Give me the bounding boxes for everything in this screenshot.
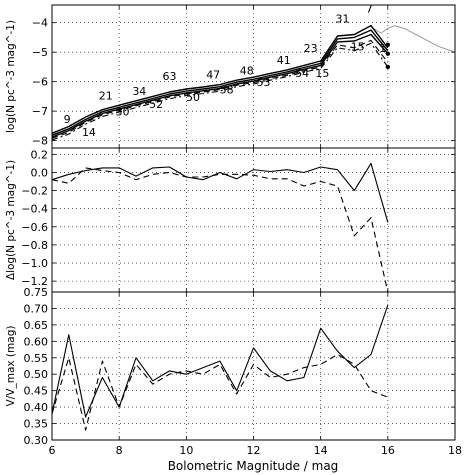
count-annotation: 15 — [315, 67, 329, 80]
y-axis-label: log(N pc^-3 mag^-1) — [5, 20, 17, 133]
series-line-grey-extension — [370, 25, 455, 53]
y-axis-label: Δlog(N pc^-3 mag^-1) — [5, 160, 17, 280]
x-tick-label: 6 — [49, 444, 56, 457]
data-marker — [385, 64, 391, 70]
series-line-solid — [52, 162, 389, 223]
count-annotation: 30 — [116, 106, 130, 119]
series-line-solid-2 — [52, 29, 389, 136]
count-annotation: 9 — [64, 113, 71, 126]
x-tick-label: 18 — [448, 444, 462, 457]
count-annotation: 1 — [379, 42, 386, 55]
y-tick-label: −0.8 — [21, 239, 48, 252]
x-tick-label: 8 — [116, 444, 123, 457]
x-tick-label: 14 — [314, 444, 328, 457]
series-line-solid — [52, 305, 389, 418]
count-annotation: 52 — [149, 98, 163, 111]
count-annotation: 23 — [304, 42, 318, 55]
series-line-dashed — [52, 353, 388, 431]
x-tick-label: 10 — [179, 444, 193, 457]
y-tick-label: −1.0 — [21, 257, 48, 270]
series-line-solid-3 — [52, 33, 389, 138]
y-tick-label: 0.50 — [24, 368, 49, 381]
x-axis: 6 8 10 12 14 16 18 — [49, 444, 463, 457]
y-tick-label: 0.30 — [24, 434, 49, 447]
count-annotation: 54 — [295, 67, 309, 80]
x-tick-label: 16 — [381, 444, 395, 457]
count-annotation: 50 — [186, 91, 200, 104]
y-tick-label: −7 — [32, 105, 48, 118]
x-tick-label: 12 — [247, 444, 261, 457]
count-annotation: 21 — [99, 89, 113, 102]
series-group — [52, 162, 389, 292]
x-axis-label: Bolometric Magnitude / mag — [168, 459, 339, 473]
count-annotation: 14 — [82, 126, 96, 139]
series-line-dashed — [52, 167, 389, 292]
data-marker — [385, 51, 391, 56]
y-tick-label: −6 — [32, 76, 48, 89]
count-annotation: 58 — [220, 83, 234, 96]
y-tick-label: 0.75 — [24, 286, 49, 299]
y-tick-label: 0.35 — [24, 418, 49, 431]
y-tick-label: 0.70 — [24, 302, 49, 315]
panel-frame — [51, 291, 456, 441]
v-vmax-panel: 0.30 0.35 0.40 0.45 0.50 0.55 0.60 0.65 0.70 0.75… — [5, 286, 456, 447]
y-axis-label: V/V_max (mag) — [5, 326, 17, 407]
count-annotation: 41 — [277, 54, 291, 67]
count-annotation: 15 — [351, 41, 365, 54]
count-annotation: 34 — [132, 85, 146, 98]
y-tick-label: 0.0 — [31, 166, 49, 179]
count-annotation: 48 — [240, 64, 254, 77]
y-tick-label: −0.2 — [21, 185, 48, 198]
count-annotation: 63 — [163, 70, 177, 83]
y-tick-label: 0.45 — [24, 385, 49, 398]
count-annotation: 7 — [366, 2, 373, 15]
y-tick-label: 0.65 — [24, 319, 49, 332]
y-tick-label: 0.2 — [31, 148, 49, 161]
series-line-dashdot — [52, 42, 389, 141]
count-annotation: 53 — [257, 76, 271, 89]
y-tick-label: −1.2 — [21, 275, 48, 288]
y-tick-label: 0.60 — [24, 335, 49, 348]
series-group — [52, 305, 389, 431]
y-tick-label: −4 — [32, 17, 48, 30]
residual-panel: 0.2 0.0 −0.2 −0.4 −0.6 −0.8 −1.0 −1.2 Δlog(N pc^… — [5, 147, 456, 293]
data-marker — [385, 42, 391, 48]
series-line-dashed — [52, 39, 389, 139]
y-tick-label: −5 — [32, 46, 48, 59]
y-tick-label: 0.55 — [24, 352, 49, 365]
series-line-solid-1 — [52, 24, 389, 134]
y-tick-label: 0.40 — [24, 401, 49, 414]
count-annotation: 31 — [335, 13, 349, 26]
y-tick-label: −0.4 — [21, 203, 48, 216]
series-group — [52, 24, 455, 141]
y-tick-label: −8 — [32, 135, 48, 148]
count-annotation: 47 — [206, 69, 220, 82]
y-tick-label: −0.6 — [21, 221, 48, 234]
